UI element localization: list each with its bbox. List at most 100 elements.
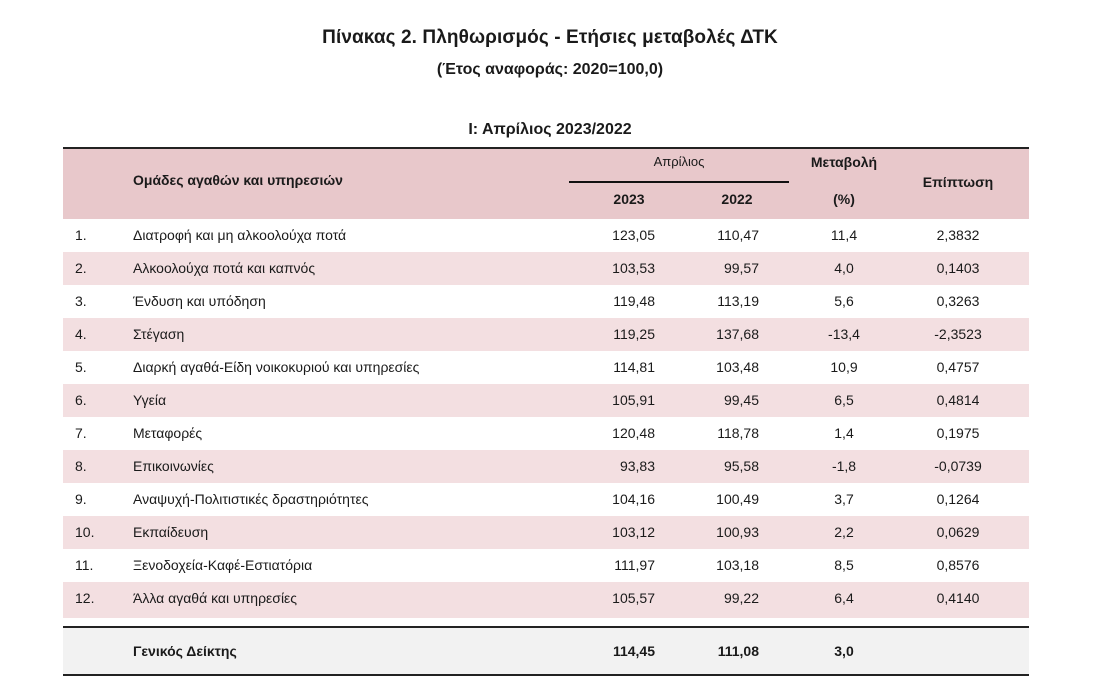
table-row: 9. Αναψυχή-Πολιτιστικές δραστηριότητες 104… [63,483,1029,516]
table-row: 2. Αλκοολούχα ποτά και καπνός 103,53 99,57 4… [63,252,1029,285]
row-impact: 0,1264 [936,491,980,507]
header-change: Μεταβολή [810,154,878,170]
row-value-2022: 99,45 [723,392,759,408]
row-impact: 0,1975 [936,425,980,441]
row-value-2023: 103,12 [612,524,655,540]
row-value-2023: 120,48 [612,425,655,441]
table-row: 10. Εκπαίδευση 103,12 100,93 2,2 0,0629 [63,516,1029,549]
row-value-2022: 137,68 [716,326,759,342]
row-group-name: Αναψυχή-Πολιτιστικές δραστηριότητες [133,491,369,507]
row-value-2022: 103,48 [716,359,759,375]
row-value-2022: 99,22 [723,590,759,606]
inflation-table: Ομάδες αγαθών και υπηρεσιών Απρίλιος 202… [63,147,1029,676]
row-number: 1. [75,227,87,243]
row-value-2022: 99,57 [723,260,759,276]
header-april-underline [569,181,789,183]
row-value-2023: 105,91 [612,392,655,408]
row-group-name: Ένδυση και υπόδηση [133,293,266,309]
row-change: 5,6 [834,293,854,309]
row-group-name: Υγεία [133,392,167,408]
row-number: 8. [75,458,87,474]
row-number: 7. [75,425,87,441]
row-number: 6. [75,392,87,408]
row-value-2023: 103,53 [612,260,655,276]
row-value-2023: 123,05 [612,227,655,243]
row-impact: 0,4757 [936,359,980,375]
row-group-name: Αλκοολούχα ποτά και καπνός [133,260,316,276]
row-value-2022: 95,58 [723,458,759,474]
header-impact: Επίπτωση [922,174,994,190]
table-row: 1. Διατροφή και μη αλκοολούχα ποτά 123,05 1… [63,219,1029,252]
table-body: 1. Διατροφή και μη αλκοολούχα ποτά 123,05 1… [63,219,1029,618]
row-impact: -2,3523 [934,326,982,342]
row-value-2022: 118,78 [717,425,759,441]
row-group-name: Διαρκή αγαθά-Είδη νοικοκυριού και υπηρεσ… [133,359,420,375]
row-impact: 0,1403 [936,260,980,276]
row-change: 6,5 [834,392,854,408]
row-change: -13,4 [828,326,860,342]
row-impact: 0,4814 [936,392,980,408]
table-row: 12. Άλλα αγαθά και υπηρεσίες 105,57 99,22 6,… [63,582,1029,618]
row-group-name: Επικοινωνίες [133,458,214,474]
row-group-name: Εκπαίδευση [133,524,209,540]
header-percent: (%) [833,191,855,207]
table-row: 6. Υγεία 105,91 99,45 6,5 0,4814 [63,384,1029,417]
row-group-name: Διατροφή και μη αλκοολούχα ποτά [133,227,347,243]
row-number: 3. [75,293,87,309]
total-2022: 111,08 [717,643,759,659]
row-group-name: Ξενοδοχεία-Καφέ-Εστιατόρια [133,557,313,573]
table-row: 7. Μεταφορές 120,48 118,78 1,4 0,1975 [63,417,1029,450]
table-row: 8. Επικοινωνίες 93,83 95,58 -1,8 -0,0739 [63,450,1029,483]
row-value-2023: 119,25 [613,326,655,342]
row-group-name: Μεταφορές [133,425,203,441]
row-value-2023: 105,57 [612,590,655,606]
table-subtitle: (Έτος αναφοράς: 2020=100,0) [436,61,664,78]
row-value-2022: 100,49 [716,491,759,507]
table-header: Ομάδες αγαθών και υπηρεσιών Απρίλιος 202… [63,147,1029,219]
row-change: -1,8 [831,458,857,474]
table-gap [63,618,1029,626]
table-row: 3. Ένδυση και υπόδηση 119,48 113,19 5,6 0,326… [63,285,1029,318]
row-number: 9. [75,491,87,507]
row-impact: 0,8576 [936,557,980,573]
row-value-2022: 113,19 [717,293,759,309]
row-change: 2,2 [834,524,854,540]
row-impact: 2,3832 [936,227,980,243]
row-value-2023: 119,48 [613,293,655,309]
table-title: Πίνακας 2. Πληθωρισμός - Ετήσιες μεταβολ… [322,27,778,48]
row-impact: 0,4140 [936,590,980,606]
row-change: 1,4 [834,425,854,441]
row-value-2022: 100,93 [716,524,759,540]
row-impact: -0,0739 [934,458,982,474]
total-change: 3,0 [834,643,854,659]
row-change: 6,4 [834,590,854,606]
row-change: 3,7 [834,491,854,507]
total-2023: 114,45 [612,643,655,659]
header-year-2022: 2022 [721,191,753,207]
row-value-2022: 110,47 [717,227,759,243]
row-number: 2. [75,260,87,276]
row-value-2023: 93,83 [619,458,655,474]
header-year-2023: 2023 [613,191,645,207]
row-group-name: Άλλα αγαθά και υπηρεσίες [133,590,298,606]
row-number: 11. [75,557,94,573]
total-name: Γενικός Δείκτης [133,643,237,659]
header-groups: Ομάδες αγαθών και υπηρεσιών [133,172,343,188]
row-value-2023: 104,16 [612,491,655,507]
row-change: 10,9 [830,359,858,375]
row-change: 4,0 [834,260,854,276]
table-row: 4. Στέγαση 119,25 137,68 -13,4 -2,3523 [63,318,1029,351]
row-number: 5. [75,359,87,375]
table-row: 5. Διαρκή αγαθά-Είδη νοικοκυριού και υπηρ… [63,351,1029,384]
row-change: 11,4 [830,227,858,243]
row-number: 12. [75,590,95,606]
row-value-2023: 111,97 [614,557,655,573]
row-change: 8,5 [834,557,854,573]
header-april: Απρίλιος [653,154,705,169]
row-impact: 0,3263 [936,293,980,309]
row-number: 4. [75,326,87,342]
row-impact: 0,0629 [936,524,980,540]
row-group-name: Στέγαση [133,326,185,342]
section-heading: Ι: Απρίλιος 2023/2022 [468,121,632,138]
table-row: 11. Ξενοδοχεία-Καφέ-Εστιατόρια 111,97 103,1… [63,549,1029,582]
